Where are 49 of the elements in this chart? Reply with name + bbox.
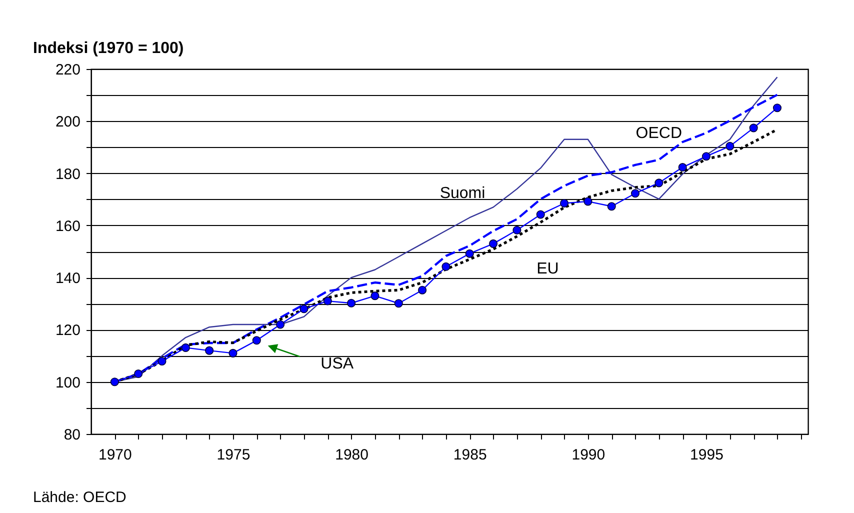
x-tick-label: 1970: [98, 446, 132, 464]
text: USA: [320, 356, 354, 373]
point: [205, 346, 214, 355]
y-tick-label: 100: [55, 374, 80, 392]
point: [276, 320, 285, 329]
point: [772, 104, 782, 112]
series-label: EU: [536, 260, 559, 278]
series-label: OECD: [636, 124, 682, 142]
y-tick-label: 180: [55, 166, 80, 183]
point: [654, 178, 664, 188]
point: [300, 304, 308, 314]
point: [607, 202, 616, 211]
point: [465, 249, 474, 258]
point: [110, 378, 119, 386]
x-tick-label: 1980: [335, 446, 368, 464]
point: [181, 343, 190, 352]
text: Lähde: OECD: [33, 489, 127, 506]
x-tick-label: 1985: [453, 446, 487, 464]
point: [512, 226, 522, 234]
point: [347, 298, 356, 308]
point: [749, 124, 758, 132]
point: [630, 189, 640, 198]
series-label: Suomi: [440, 184, 486, 202]
point: [134, 370, 143, 378]
point: [702, 152, 711, 161]
point: [394, 299, 403, 308]
point: [158, 356, 166, 366]
point: [726, 142, 734, 150]
point: [678, 163, 687, 172]
point: [442, 262, 450, 271]
y-tick-label: 220: [55, 62, 80, 78]
point: [252, 336, 261, 345]
point: [536, 210, 545, 219]
point: [418, 286, 427, 294]
point: [323, 296, 332, 306]
y-tick-label: 200: [55, 114, 80, 131]
x-tick-label: 1990: [572, 446, 606, 464]
point: [584, 197, 592, 206]
y-tick-label: 120: [55, 322, 80, 340]
point: [228, 348, 238, 358]
y-axis-title: Indeksi (1970 = 100): [33, 40, 184, 57]
point: [370, 292, 380, 300]
y-tick-label: 140: [55, 270, 80, 288]
point: [489, 239, 498, 248]
x-tick-label: 1975: [216, 446, 250, 464]
y-tick-label: 160: [55, 218, 80, 235]
x-tick-label: 1995: [690, 446, 724, 464]
point: [560, 199, 569, 208]
y-tick-label: 80: [64, 426, 80, 444]
